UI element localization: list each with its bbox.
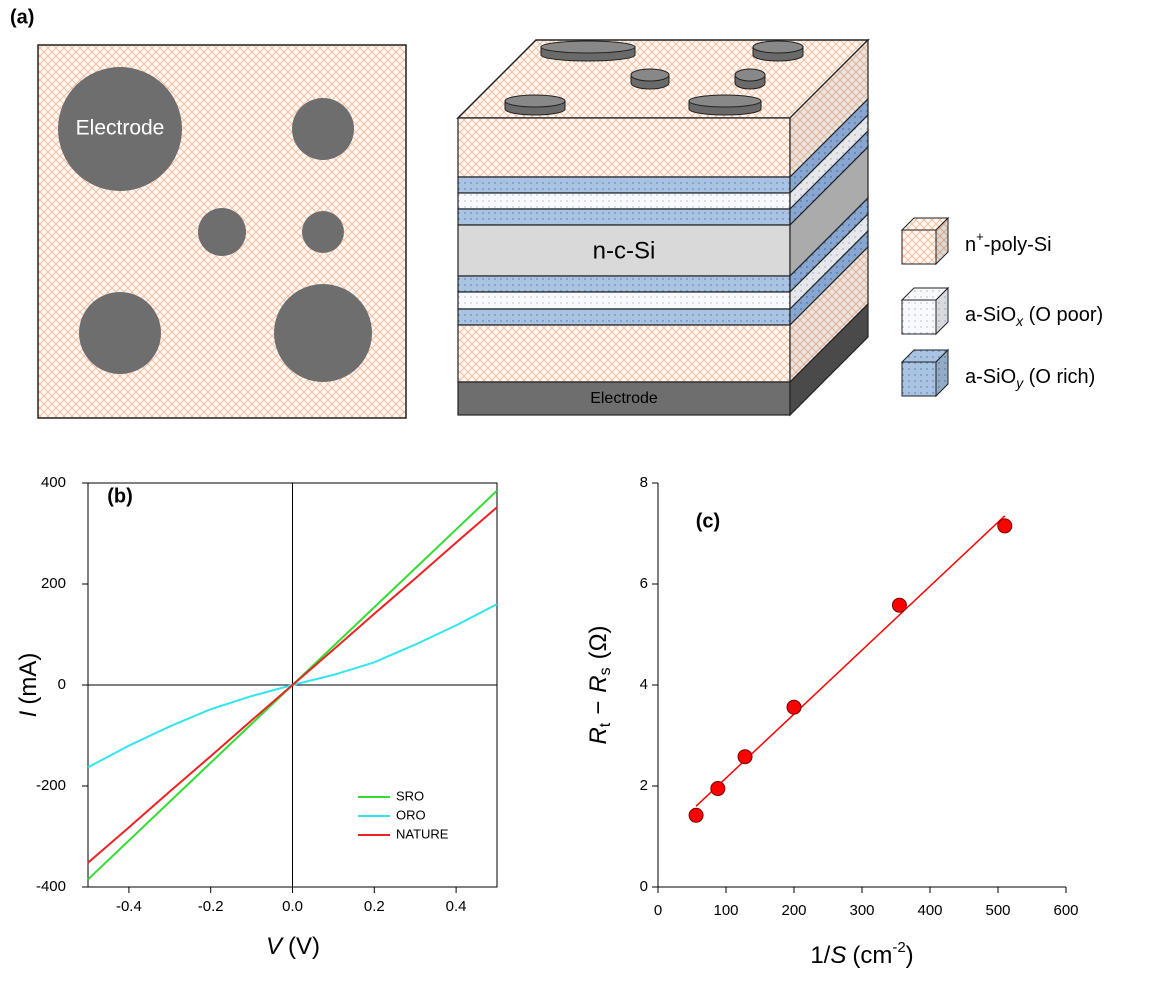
cube-front <box>902 300 936 334</box>
y-tick-label: 6 <box>640 575 648 592</box>
electrode-top <box>541 41 635 53</box>
data-point <box>998 519 1012 533</box>
text-part: a-SiO <box>965 304 1016 326</box>
unit: (Ω) <box>585 625 612 659</box>
text-part: 1/ <box>810 942 830 969</box>
x-tick-label: 0.0 <box>282 898 303 915</box>
layer-front <box>458 177 790 193</box>
x-tick-label: 0.4 <box>446 898 467 915</box>
y-tick-label: 4 <box>640 676 648 693</box>
x-tick-label: 0.2 <box>364 898 385 915</box>
figure: (a) Electrode n-c-Si Electrode n+-poly-S… <box>0 0 1167 982</box>
layer-front <box>458 309 790 325</box>
legend-label: SRO <box>396 788 424 803</box>
legend-text: n+-poly-Si <box>965 229 1052 256</box>
electrode-top <box>631 69 669 81</box>
layer-front <box>458 193 790 209</box>
legend-label: ORO <box>396 807 426 822</box>
x-tick-label: 600 <box>1053 902 1078 919</box>
data-point <box>689 808 703 822</box>
text-part: (O rich) <box>1023 366 1095 388</box>
legend-label: NATURE <box>396 826 449 841</box>
symbol: R <box>585 727 612 744</box>
cube-front <box>902 362 936 396</box>
x-tick-label: -0.2 <box>198 898 224 915</box>
electrode <box>302 211 344 253</box>
electrode <box>274 284 372 382</box>
x-tick-label: 200 <box>781 902 806 919</box>
y-tick-label: 8 <box>640 474 648 491</box>
symbol: S <box>830 942 846 969</box>
symbol: I <box>15 710 42 717</box>
data-point <box>892 598 906 612</box>
x-tick-label: -0.4 <box>116 898 142 915</box>
data-point <box>787 700 801 714</box>
electrode-top <box>689 95 761 107</box>
data-point <box>711 782 725 796</box>
electrode <box>292 98 354 160</box>
panel-label: (c) <box>696 510 720 532</box>
electrode-top <box>753 41 803 53</box>
y-axis-title: I (mA) <box>15 653 42 718</box>
text-part: n <box>965 234 976 256</box>
electrode-label: Electrode <box>590 390 658 407</box>
page: (a) Electrode n-c-Si Electrode n+-poly-S… <box>0 0 1167 982</box>
unit: (V) <box>288 933 320 960</box>
text-part: a-SiO <box>965 366 1016 388</box>
x-axis-title: V(V) <box>266 933 320 960</box>
layer-front <box>458 209 790 225</box>
x-tick-label: 0 <box>654 902 662 919</box>
y-tick-label: -400 <box>36 878 66 895</box>
electrode-top <box>735 69 765 81</box>
x-tick-label: 400 <box>917 902 942 919</box>
y-tick-label: 200 <box>41 575 66 592</box>
panel-label: (b) <box>107 485 133 507</box>
legend-text: a-SiOy (O rich) <box>965 366 1095 390</box>
legend-text: a-SiOx (O poor) <box>965 304 1103 328</box>
x-tick-label: 500 <box>985 902 1010 919</box>
top-view: Electrode <box>38 45 406 418</box>
electrode <box>198 208 246 256</box>
subscript: t <box>597 722 614 727</box>
text-part: (O poor) <box>1023 304 1103 326</box>
x-tick-label: 300 <box>849 902 874 919</box>
unit: (cm <box>852 942 892 969</box>
data-point <box>738 750 752 764</box>
cube-front <box>902 230 936 264</box>
y-tick-label: 400 <box>41 474 66 491</box>
subscript: s <box>597 667 614 675</box>
electrode <box>79 292 161 374</box>
y-tick-label: 0 <box>640 878 648 895</box>
operator: − <box>585 701 612 715</box>
x-axis-title: 1/S(cm-2) <box>810 939 913 969</box>
layer-front <box>458 276 790 292</box>
text-part: -poly-Si <box>984 234 1052 256</box>
electrode-top <box>505 95 565 107</box>
unit: (mA) <box>15 653 42 705</box>
y-tick-label: 2 <box>640 777 648 794</box>
y-tick-label: 0 <box>58 676 66 693</box>
superscript: -2 <box>892 939 905 956</box>
symbol: R <box>585 675 612 692</box>
panel-label: (a) <box>10 6 34 28</box>
superscript: + <box>976 229 984 244</box>
cross-section <box>458 40 868 415</box>
material-legend: n+-poly-Si a-SiOx (O poor) a-SiOy (O ric… <box>902 218 1103 396</box>
unit: ) <box>906 942 914 969</box>
layer-front <box>458 118 790 177</box>
y-axis-title: Rt − Rs (Ω) <box>585 625 614 744</box>
electrode-label: Electrode <box>76 117 165 140</box>
layer-front <box>458 325 790 382</box>
core-label: n-c-Si <box>593 237 656 264</box>
layer-front <box>458 292 790 309</box>
symbol: V <box>266 933 284 960</box>
x-tick-label: 100 <box>713 902 738 919</box>
y-tick-label: -200 <box>36 777 66 794</box>
